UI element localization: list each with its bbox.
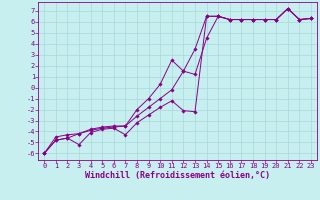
X-axis label: Windchill (Refroidissement éolien,°C): Windchill (Refroidissement éolien,°C) [85,171,270,180]
